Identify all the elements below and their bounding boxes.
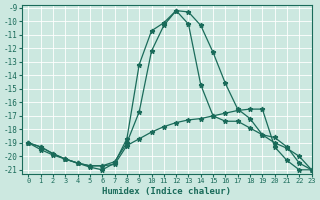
X-axis label: Humidex (Indice chaleur): Humidex (Indice chaleur) — [102, 187, 231, 196]
